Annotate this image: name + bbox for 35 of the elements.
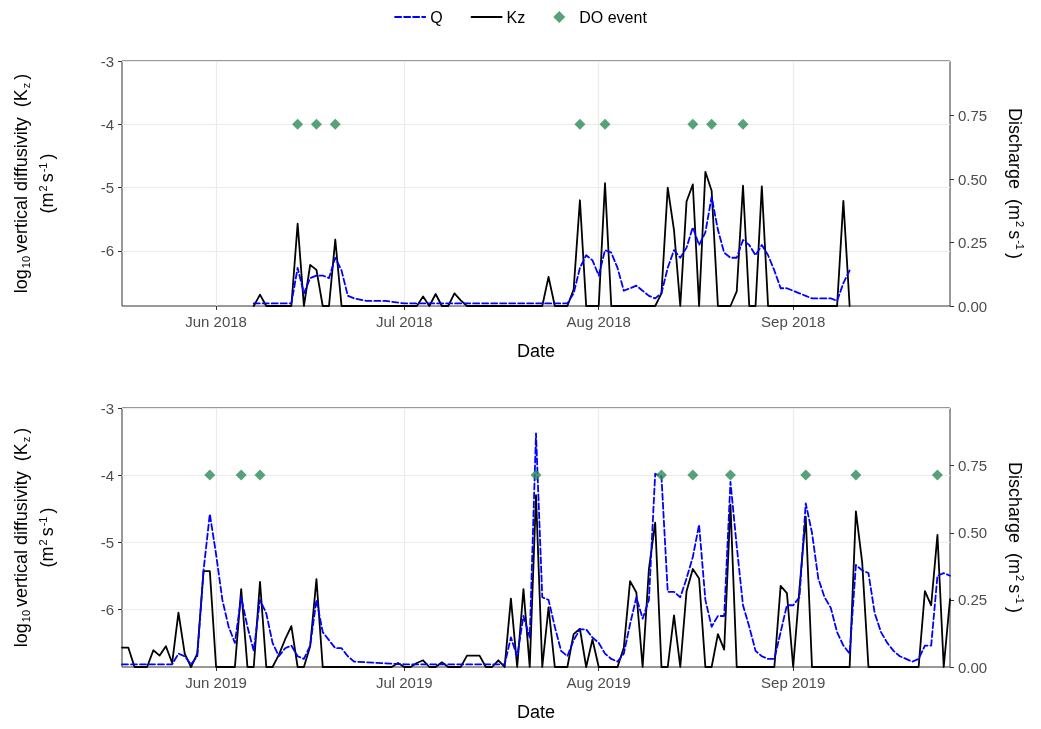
x-tick-label: Jun 2019	[185, 673, 247, 691]
line-series	[252, 195, 851, 305]
y-tick-label: -5	[100, 179, 114, 197]
y-tick-label: -5	[100, 533, 114, 551]
y2-axis-title: Discharge (m2s-1)	[1005, 108, 1026, 259]
x-axis-title: Date	[516, 341, 556, 361]
line-series	[121, 493, 951, 668]
line-series	[252, 170, 851, 307]
x-tick-label: Jul 2018	[375, 313, 433, 330]
y-tick-label: -3	[100, 399, 114, 416]
y-tick-label: -6	[100, 242, 114, 260]
x-tick-label: Sep 2018	[761, 313, 826, 330]
y2-axis-title: Discharge (m2s-1)	[1005, 461, 1026, 613]
legend-label: Kz	[506, 8, 526, 26]
y-tick-label: -3	[100, 52, 114, 70]
y2-tick-label: 0.50	[958, 523, 988, 541]
x-tick-label: Aug 2019	[566, 673, 631, 691]
x-tick-label: Sep 2019	[761, 673, 826, 691]
y2-tick-label: 0.75	[958, 107, 988, 125]
y-tick-label: -4	[100, 466, 114, 484]
x-tick-label: Jun 2018	[185, 313, 247, 330]
y-tick-label: -6	[100, 600, 114, 618]
x-tick-label: Aug 2018	[566, 313, 631, 330]
legend-label: DO event	[579, 8, 648, 26]
line-series	[121, 432, 951, 665]
x-tick-label: Jul 2019	[375, 673, 433, 691]
y2-tick-label: 0.00	[958, 297, 988, 315]
x-axis-title: Date	[516, 701, 556, 722]
y2-tick-label: 0.25	[958, 590, 988, 608]
y2-tick-label: 0.00	[958, 658, 988, 675]
y2-tick-label: 0.75	[958, 456, 988, 474]
y2-tick-label: 0.25	[958, 234, 988, 252]
y2-tick-label: 0.50	[958, 170, 988, 188]
legend-label: Q	[430, 8, 443, 26]
y-tick-label: -4	[100, 115, 114, 133]
